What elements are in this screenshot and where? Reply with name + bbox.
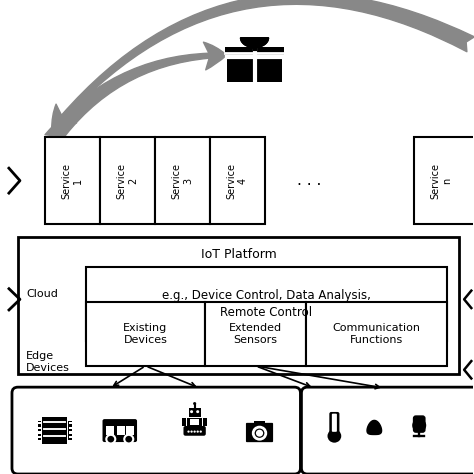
Text: Edge
Devices: Edge Devices: [26, 351, 70, 373]
Bar: [227, 53, 283, 82]
Bar: [210, 137, 264, 224]
Text: Service
n: Service n: [431, 163, 453, 199]
FancyBboxPatch shape: [102, 419, 137, 442]
FancyBboxPatch shape: [301, 387, 474, 474]
Bar: [69, 436, 72, 438]
Bar: [38, 436, 41, 438]
FancyBboxPatch shape: [329, 412, 339, 435]
Bar: [203, 419, 207, 426]
Bar: [38, 421, 41, 440]
Bar: [189, 408, 201, 417]
Polygon shape: [367, 420, 382, 435]
Text: IoT Platform: IoT Platform: [201, 248, 276, 261]
Circle shape: [193, 402, 196, 405]
Bar: [45, 137, 100, 224]
Text: Service
3: Service 3: [172, 163, 193, 199]
Bar: [100, 137, 155, 224]
Bar: [254, 421, 265, 425]
Circle shape: [328, 429, 341, 443]
Bar: [225, 47, 284, 57]
Text: Cloud: Cloud: [26, 289, 58, 299]
Circle shape: [190, 410, 193, 413]
Circle shape: [191, 430, 193, 433]
Circle shape: [196, 410, 199, 413]
Bar: [182, 419, 186, 426]
Bar: [205, 302, 306, 366]
Text: Existing
Devices: Existing Devices: [123, 323, 168, 345]
Circle shape: [197, 430, 199, 433]
Bar: [69, 431, 72, 434]
Bar: [38, 427, 41, 429]
Bar: [86, 302, 205, 366]
Bar: [69, 427, 72, 429]
Bar: [306, 302, 447, 366]
Bar: [69, 422, 72, 424]
Circle shape: [124, 435, 133, 444]
Bar: [42, 417, 67, 445]
Circle shape: [251, 42, 258, 49]
Bar: [38, 422, 41, 424]
Bar: [190, 419, 199, 425]
FancyBboxPatch shape: [413, 415, 426, 433]
Bar: [155, 137, 210, 224]
Text: Extended
Sensors: Extended Sensors: [229, 323, 282, 345]
Bar: [117, 426, 125, 435]
Text: Service
2: Service 2: [117, 163, 138, 199]
Polygon shape: [240, 38, 268, 47]
Text: e.g., Device Control, Data Analysis,
Remote Control: e.g., Device Control, Data Analysis, Rem…: [162, 289, 371, 319]
Text: . . .: . . .: [297, 173, 321, 188]
Circle shape: [106, 435, 115, 444]
Circle shape: [187, 430, 190, 433]
FancyBboxPatch shape: [246, 423, 273, 442]
Bar: [38, 431, 41, 434]
Bar: [68, 421, 72, 440]
Circle shape: [256, 430, 263, 437]
Bar: [414, 137, 474, 224]
Bar: [106, 426, 114, 435]
Bar: [187, 418, 202, 428]
Circle shape: [193, 430, 196, 433]
Circle shape: [253, 427, 266, 439]
FancyBboxPatch shape: [12, 387, 301, 474]
FancyBboxPatch shape: [183, 426, 206, 436]
Polygon shape: [240, 38, 268, 47]
Text: Service
4: Service 4: [226, 163, 248, 199]
Text: Service
1: Service 1: [62, 163, 83, 199]
Bar: [86, 267, 447, 341]
Text: Communication
Functions: Communication Functions: [333, 323, 421, 345]
Circle shape: [200, 430, 202, 433]
Bar: [18, 237, 459, 374]
Bar: [126, 426, 134, 435]
FancyBboxPatch shape: [332, 414, 337, 432]
